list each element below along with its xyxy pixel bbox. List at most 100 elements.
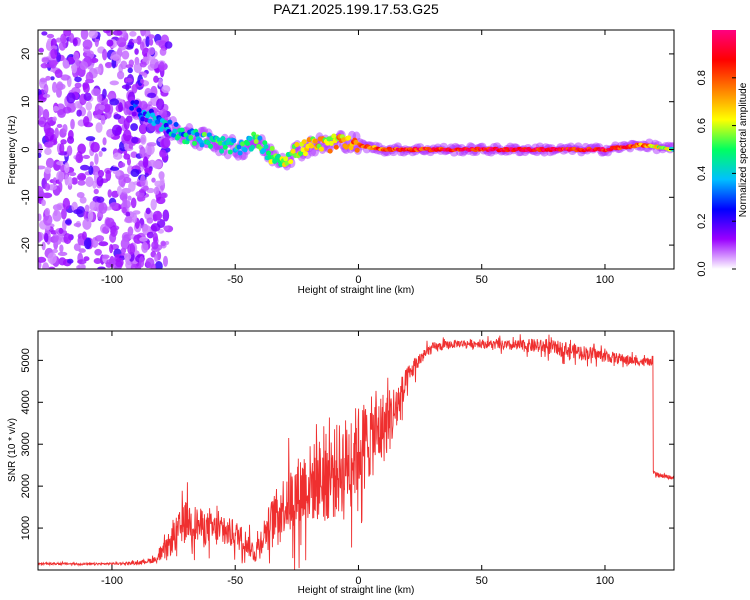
spectrogram-ridge-cell [331, 133, 337, 139]
spectrogram-ridge-cell [134, 99, 140, 105]
spectrogram-noise-blob [126, 157, 132, 166]
spectrogram-noise-blob [77, 259, 87, 265]
spectrogram-noise-blob [79, 196, 87, 204]
spectrogram-noise-blob [125, 211, 131, 217]
spectrogram-ridge-cell [346, 135, 352, 141]
spectrogram-x-tick-label: 50 [476, 274, 488, 286]
spectrogram-noise-blob [114, 257, 124, 268]
spectrogram-noise-blob [82, 218, 92, 230]
spectrogram-noise-blob [71, 177, 78, 185]
spectrogram-noise-blob [145, 257, 155, 269]
spectrogram-ridge-cell [194, 132, 200, 138]
spectrogram-noise-blob [41, 57, 50, 64]
snr-x-tick-label: -50 [227, 575, 243, 587]
spectrogram-noise-blob [133, 234, 143, 244]
spectrogram-noise-blob [116, 185, 122, 196]
spectrogram-noise-blob [70, 118, 75, 130]
spectrogram-noise-blob [54, 69, 63, 79]
snr-y-tick-label: 3000 [20, 432, 32, 456]
spectrogram-x-tick-label: 0 [355, 274, 361, 286]
spectrogram-noise-blob [107, 189, 112, 198]
spectrogram-noise-blob [85, 136, 96, 142]
spectrogram-noise-blob [130, 151, 138, 159]
colorbar-scale [712, 30, 736, 269]
spectrogram-noise-blob [127, 67, 133, 74]
spectrogram-noise-blob [124, 215, 133, 223]
spectrogram-noise-blob [82, 154, 91, 159]
spectrogram-noise-blob [131, 136, 139, 144]
spectrogram-noise-blob [132, 212, 138, 224]
spectrogram-ridge-cell [242, 147, 248, 153]
spectrogram-ridge-cell [272, 158, 278, 164]
spectrogram-noise-blob [164, 240, 170, 245]
spectrogram-ridge-cell [227, 149, 233, 155]
spectrogram-noise-blob [85, 176, 94, 188]
spectrogram-noise-blob [41, 241, 46, 251]
spectrogram-noise-blob [93, 188, 99, 195]
snr-frame [37, 330, 675, 571]
spectrogram-noise-blob [159, 47, 167, 56]
spectrogram-noise-blob [150, 198, 157, 211]
spectrogram-noise-blob [140, 78, 145, 84]
spectrogram-noise-blob [64, 174, 69, 186]
spectrogram-noise-blob [142, 156, 149, 169]
spectrogram-noise-blob [44, 182, 51, 192]
spectrogram-noise-blob [161, 85, 171, 94]
spectrogram-noise-blob [162, 209, 170, 222]
spectrogram-ridge-cell [171, 132, 177, 138]
spectrogram-noise-blob [146, 231, 154, 239]
spectrogram-noise-blob [97, 169, 105, 178]
spectrogram-noise-blob [45, 225, 51, 231]
spectrogram-ridge-cell [267, 154, 273, 160]
spectrogram-noise-blob [89, 161, 94, 167]
spectrogram-noise-blob [122, 198, 128, 207]
spectrogram-noise-blob [46, 33, 55, 39]
spectrogram-noise-blob [88, 165, 94, 176]
spectrogram-noise-blob [57, 251, 68, 257]
spectrogram-noise-blob [163, 225, 169, 231]
spectrogram-noise-blob [121, 84, 132, 90]
spectrogram-noise-blob [101, 147, 107, 152]
spectrogram-noise-blob [139, 61, 147, 68]
spectrogram-noise-blob [60, 208, 67, 220]
spectrogram-ridge-cell [298, 151, 304, 157]
spectrogram-noise-blob [98, 150, 103, 157]
spectrogram-ridge-cell [294, 142, 300, 148]
spectrogram-noise-blob [139, 146, 146, 158]
spectrogram-noise-blob [73, 243, 81, 251]
spectrogram-ridge-cell [172, 128, 178, 134]
spectrogram-noise-blob [134, 48, 139, 55]
spectrogram-noise-blob [76, 265, 81, 269]
spectrogram-ridge-cell [318, 146, 324, 152]
spectrogram-noise-blob [149, 38, 154, 46]
spectrogram-noise-blob [148, 159, 157, 168]
spectrogram-noise-blob [67, 258, 74, 264]
spectrogram-noise-blob [145, 36, 150, 48]
spectrogram-noise-blob [44, 207, 51, 217]
spectrogram-noise-blob [118, 162, 126, 168]
spectrogram-noise-blob [130, 263, 138, 269]
spectrogram-x-tick-label: 100 [596, 274, 614, 286]
spectrogram-noise-blob [152, 232, 158, 243]
spectrogram-noise-blob [118, 102, 123, 113]
snr-marks [38, 334, 674, 570]
spectrogram-ridge-cell [163, 122, 169, 128]
snr-y-axis-label: SNR (10 * v/v) [7, 418, 18, 482]
spectrogram-noise-blob [156, 98, 165, 111]
spectrogram-noise-blob [146, 217, 154, 224]
spectrogram-noise-blob [102, 88, 107, 99]
spectrogram-noise-blob [113, 152, 123, 160]
spectrogram-noise-blob [87, 210, 94, 222]
spectrogram-ridge-cell [188, 135, 194, 141]
snr-x-tick-label: 100 [596, 575, 614, 587]
spectrogram-noise-blob [62, 106, 72, 114]
spectrogram-noise-blob [58, 257, 67, 266]
spectrogram-noise-blob [59, 244, 64, 253]
spectrogram-noise-blob [96, 176, 104, 187]
spectrogram-noise-blob [66, 145, 73, 156]
spectrogram-noise-blob [94, 240, 99, 247]
spectrogram-ridge-cell [257, 135, 263, 141]
spectrogram-noise-blob [72, 38, 78, 47]
spectrogram-noise-blob [56, 123, 63, 128]
spectrogram-noise-blob [111, 190, 119, 198]
